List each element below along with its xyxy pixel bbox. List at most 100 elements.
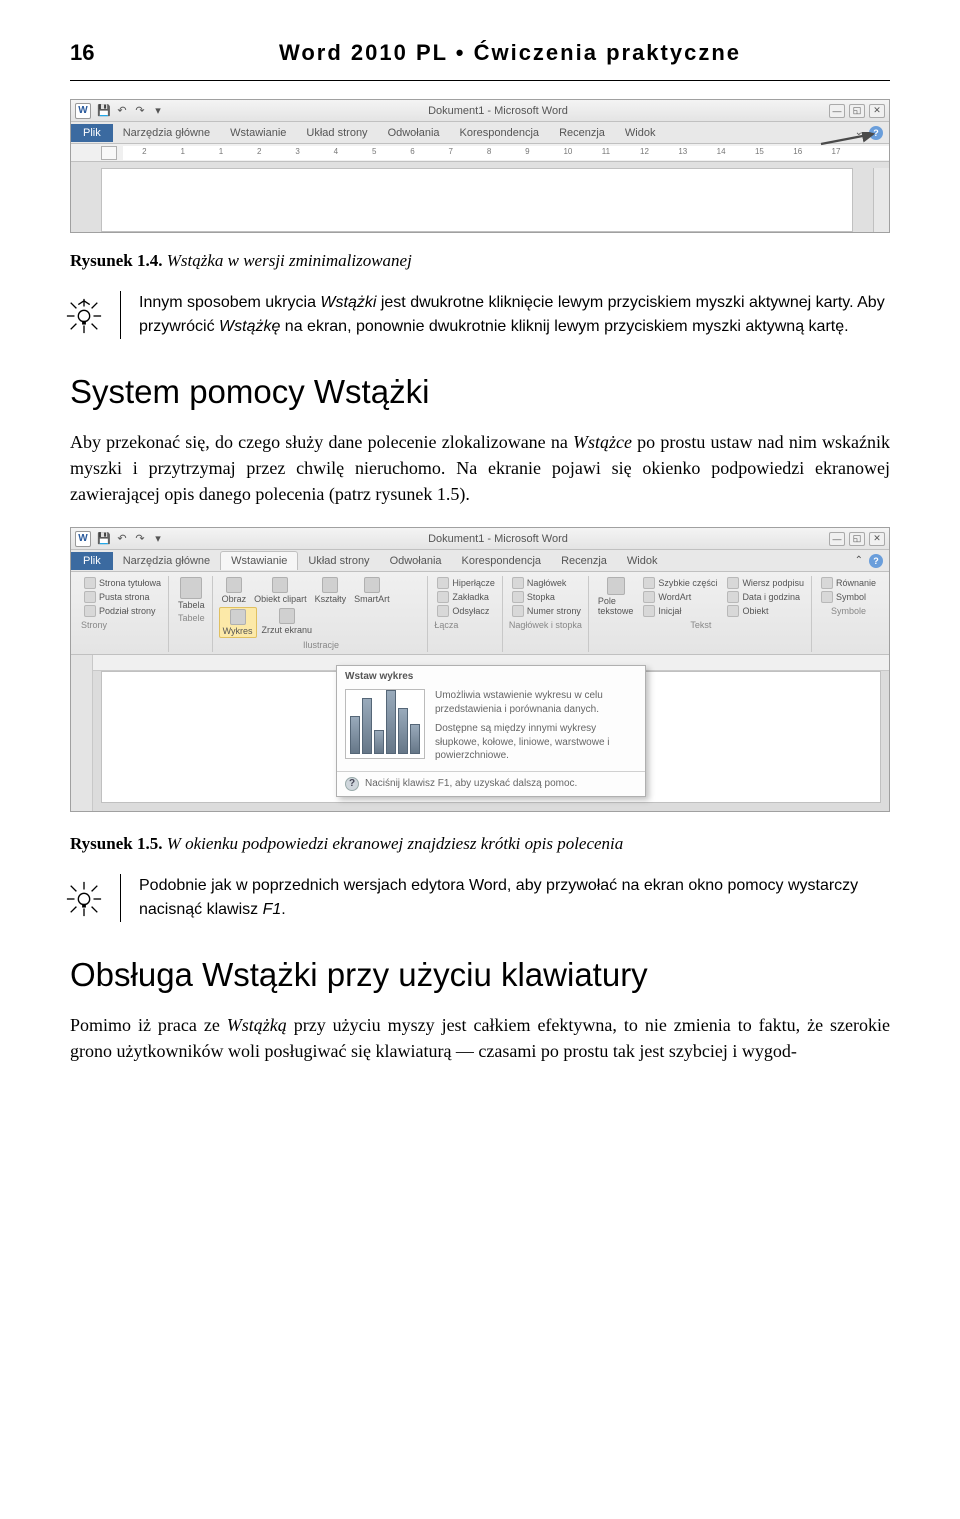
body-span: Pomimo iż praca ze [70,1015,227,1035]
help-icon: ? [869,554,883,568]
word-app-icon: W [75,103,91,119]
caption-label: Rysunek 1.5. [70,834,162,853]
equation-icon [821,577,833,589]
image-icon [226,577,242,593]
ss1-scrollbar [873,168,889,232]
btn-label: Podział strony [99,606,156,616]
btn-label: Stopka [527,592,555,602]
minimize-icon: — [829,532,845,546]
btn-obraz: Obraz [219,576,250,605]
ruler-number: 4 [334,147,338,156]
tooltip-chart-bar [410,724,420,754]
ruler-toggle-icon [101,146,117,160]
tip-text: . [281,901,285,918]
ruler-number: 7 [449,147,453,156]
dropcap-icon [643,605,655,617]
btn-strona-tytulowa: Strona tytułowa [81,576,164,590]
ruler-number: 9 [525,147,529,156]
undo-icon: ↶ [115,532,129,546]
wordart-icon [643,591,655,603]
btn-data: Data i godzina [724,590,807,604]
btn-clipart: Obiekt clipart [251,576,310,605]
ruler-number: 2 [257,147,261,156]
tooltip-title: Wstaw wykres [337,666,645,685]
btn-label: Wiersz podpisu [742,578,804,588]
btn-symbol: Symbol [818,590,869,604]
ss1-ruler: 211234567891011121314151617 [71,144,889,162]
crossref-icon [437,605,449,617]
table-icon [180,577,202,599]
signature-icon [727,577,739,589]
tooltip-footer: ? Naciśnij klawisz F1, aby uzyskać dalsz… [337,771,645,796]
tab-item: Odwołania [380,552,452,570]
btn-label: Pusta strona [99,592,150,602]
clipart-icon [272,577,288,593]
restore-icon: ◱ [849,104,865,118]
pagenum-icon [512,605,524,617]
ruler-number: 11 [602,147,610,156]
btn-pole-tekstowe: Pole tekstowe [595,576,637,618]
textbox-icon [607,577,625,595]
group-label: Łącza [434,620,458,630]
btn-label: WordArt [658,592,691,602]
group-tabele: Tabela Tabele [171,576,213,652]
ruler-number: 14 [717,147,726,156]
btn-label: Wykres [223,626,253,636]
btn-wykres: Wykres [219,607,257,638]
page-icon [84,577,96,589]
btn-stopka: Stopka [509,590,558,604]
btn-podzial: Podział strony [81,604,159,618]
callout-arrow-icon [819,132,879,146]
body-em: Wstążce [573,432,632,452]
word-app-icon: W [75,531,91,547]
group-strony: Strona tytułowa Pusta strona Podział str… [77,576,169,652]
btn-label: Nagłówek [527,578,567,588]
btn-label: Obraz [222,594,247,604]
tab-plik: Plik [71,124,113,142]
btn-obiekt: Obiekt [724,604,807,618]
btn-rownanie: Równanie [818,576,879,590]
tab-item: Widok [617,552,668,570]
btn-label: Hiperłącze [452,578,495,588]
tab-plik: Plik [71,552,113,570]
tab-item: Widok [615,124,666,142]
btn-zakladka: Zakładka [434,590,492,604]
ruler-number: 12 [640,147,649,156]
tab-item: Korespondencja [450,124,550,142]
group-label: Tabele [178,613,205,623]
tip-text: na ekran, ponownie dwukrotnie kliknij le… [280,318,848,335]
ss1-doc-title: Dokument1 - Microsoft Word [167,105,829,117]
ss1-help-area: ⌄ ? [855,126,889,140]
tip-block-2: Podobnie jak w poprzednich wersjach edyt… [120,874,890,922]
btn-zrzut: Zrzut ekranu [259,607,316,636]
screenshot-icon [279,608,295,624]
screenshot-minimized-ribbon: W 💾 ↶ ↷ ▾ Dokument1 - Microsoft Word — ◱… [70,99,890,233]
btn-hiperlacze: Hiperłącze [434,576,498,590]
datetime-icon [727,591,739,603]
ruler-number: 6 [410,147,414,156]
tab-item: Recenzja [551,552,617,570]
restore-icon: ◱ [849,532,865,546]
undo-icon: ↶ [115,104,129,118]
btn-label: Obiekt [742,606,768,616]
tab-item: Narzędzia główne [113,552,220,570]
ss2-help-area: ⌃ ? [855,554,889,568]
tooltip-body: Umożliwia wstawienie wykresu w celu prze… [337,685,645,771]
smartart-icon [364,577,380,593]
ss2-doc-title: Dokument1 - Microsoft Word [167,533,829,545]
tab-item: Narzędzia główne [113,124,220,142]
group-label: Ilustracje [303,640,339,650]
ss1-ribbon-tabs: Plik Narzędzia główne Wstawianie Układ s… [71,122,889,144]
btn-label: Strona tytułowa [99,578,161,588]
group-naglowek: Nagłówek Stopka Numer strony Nagłówek i … [505,576,589,652]
btn-wordart: WordArt [640,590,720,604]
tab-item: Układ strony [298,552,379,570]
tip-em: Wstążkę [219,318,280,335]
btn-label: Pole tekstowe [598,596,634,616]
caption-text: Wstążka w wersji zminimalizowanej [167,251,412,270]
lightbulb-burst-icon [65,297,103,335]
ruler-number: 15 [755,147,764,156]
ruler-number: 13 [678,147,687,156]
caption-text: W okienku podpowiedzi ekranowej znajdzie… [167,834,624,853]
lightbulb-burst-icon [65,880,103,918]
